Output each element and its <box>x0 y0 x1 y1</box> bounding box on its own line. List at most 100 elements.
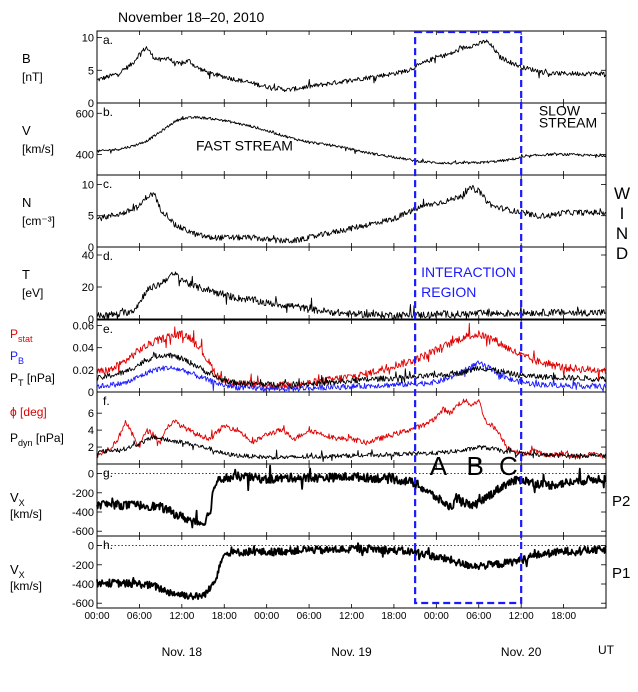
y-axis-label-sub: T <box>18 378 24 388</box>
x-tick-label: 12:00 <box>169 611 194 622</box>
panel-letter: h. <box>103 538 113 552</box>
y-axis-unit: [km/s] <box>22 142 54 156</box>
series-line-b-0 <box>96 115 607 165</box>
panel-letter: a. <box>103 33 113 47</box>
y-axis-label-sub: X <box>19 498 25 508</box>
event-label-B: B <box>467 451 484 481</box>
day-label: Nov. 19 <box>331 645 372 659</box>
series-line-a-0 <box>96 39 607 93</box>
series-line-g-0 <box>96 464 607 529</box>
x-tick-label: 18:00 <box>212 611 237 622</box>
probe-label: P2 <box>612 493 630 510</box>
panel-letter: e. <box>103 322 113 336</box>
y-tick-label: 0 <box>88 242 94 254</box>
y-axis-label: V <box>22 123 31 138</box>
y-axis-label-sub: dyn <box>18 438 33 448</box>
y-axis-unit: [eV] <box>22 286 43 300</box>
x-tick-label: 06:00 <box>466 611 491 622</box>
y-tick-label: 4 <box>88 425 94 437</box>
y-tick-label: -200 <box>72 560 94 572</box>
spacecraft-letter: N <box>616 224 628 243</box>
y-tick-label: 0 <box>88 314 94 326</box>
y-tick-label: 6 <box>88 408 94 420</box>
y-tick-label: 10 <box>82 179 94 191</box>
y-axis-label-sub: X <box>19 570 25 580</box>
y-tick-label: 20 <box>82 282 94 294</box>
series-line-h-0 <box>96 542 607 601</box>
y-tick-label: 10 <box>82 33 94 45</box>
y-axis-label-line: Pstat <box>10 327 33 344</box>
y-tick-label: -600 <box>72 598 94 610</box>
region-label-line1: INTERACTION <box>421 264 516 280</box>
y-axis-label: N <box>22 195 31 210</box>
day-label: Nov. 18 <box>162 645 203 659</box>
y-tick-label: 400 <box>76 149 94 161</box>
panel-annotation: FAST STREAM <box>196 137 293 153</box>
series-line-f-1 <box>96 435 607 463</box>
y-axis-label-sub: B <box>18 356 24 366</box>
chart-title: November 18–20, 2010 <box>118 9 265 25</box>
x-tick-label: 06:00 <box>127 611 152 622</box>
x-tick-label: 00:00 <box>254 611 279 622</box>
panel-annotation: STREAM <box>539 115 597 131</box>
y-tick-label: -400 <box>72 507 94 519</box>
x-tick-label: 00:00 <box>84 611 109 622</box>
y-tick-label: 5 <box>88 211 94 223</box>
y-axis-label-sub: stat <box>18 334 33 344</box>
y-tick-label: -600 <box>72 526 94 538</box>
y-tick-label: 5 <box>88 65 94 77</box>
y-tick-label: 0.04 <box>73 343 94 355</box>
x-unit-label: UT <box>598 643 615 657</box>
panel-letter: g. <box>103 466 113 480</box>
y-axis-unit: [cm⁻³] <box>22 214 55 228</box>
y-tick-label: 600 <box>76 108 94 120</box>
y-axis-label-unit: [nPa] <box>33 431 64 445</box>
y-axis-unit: [nT] <box>22 70 43 84</box>
panel-g: -600 -400 -200 0 g. VX[km/s] P2 <box>10 463 630 538</box>
panel-h: -600 -400 -200 0 h. VX[km/s] P1 <box>10 535 630 610</box>
panel-annotation: SLOW <box>539 102 581 118</box>
y-axis-label-line: ϕ [deg] <box>10 405 47 419</box>
panel-c: 0 5 10 c. N [cm⁻³] <box>22 174 607 254</box>
spacecraft-letter: I <box>620 204 625 223</box>
panel-letter: f. <box>103 394 110 408</box>
panel-letter: b. <box>103 105 113 119</box>
y-tick-label: 0 <box>88 541 94 553</box>
y-tick-label: 0.06 <box>73 321 94 333</box>
x-tick-label: 18:00 <box>381 611 406 622</box>
y-tick-label: -200 <box>72 488 94 500</box>
y-axis-label-line: PT [nPa] <box>10 371 55 388</box>
x-tick-label: 12:00 <box>509 611 534 622</box>
x-tick-label: 00:00 <box>424 611 449 622</box>
x-tick-label: 06:00 <box>297 611 322 622</box>
x-axis: 00:00 06:00 12:00 18:00 00:00 06:00 12:00 18:00… <box>84 611 576 659</box>
panel-frame <box>96 246 607 320</box>
panel-a: 0 5 10 a. B [nT] <box>22 30 607 110</box>
panel-e: 0 0.02 0.04 0.06 e. Pstat PB PT [nPa] <box>10 319 607 399</box>
event-label-C: C <box>499 451 518 481</box>
y-axis-label-unit: [nPa] <box>24 371 55 385</box>
y-axis-unit: [km/s] <box>10 507 42 521</box>
y-axis-label: T <box>22 267 30 282</box>
panel-frame <box>96 102 607 176</box>
event-label-A: A <box>430 451 448 481</box>
spacecraft-letter: D <box>616 244 628 263</box>
series-line-e-0 <box>96 322 607 390</box>
y-axis-label: VX <box>10 490 25 508</box>
y-tick-label: 0.02 <box>73 365 94 377</box>
y-tick-label: -400 <box>72 579 94 591</box>
spacecraft-letter: W <box>614 184 630 203</box>
y-axis-label: B <box>22 51 31 66</box>
series-line-e-2 <box>96 351 607 390</box>
interaction-region-box <box>414 30 523 605</box>
y-tick-label: 0 <box>88 469 94 481</box>
y-tick-label: 0 <box>88 98 94 110</box>
series-line-d-0 <box>96 271 607 320</box>
y-tick-label: 40 <box>82 250 94 262</box>
region-label-line2: REGION <box>421 284 476 300</box>
y-axis-label-line: PB <box>10 349 24 366</box>
